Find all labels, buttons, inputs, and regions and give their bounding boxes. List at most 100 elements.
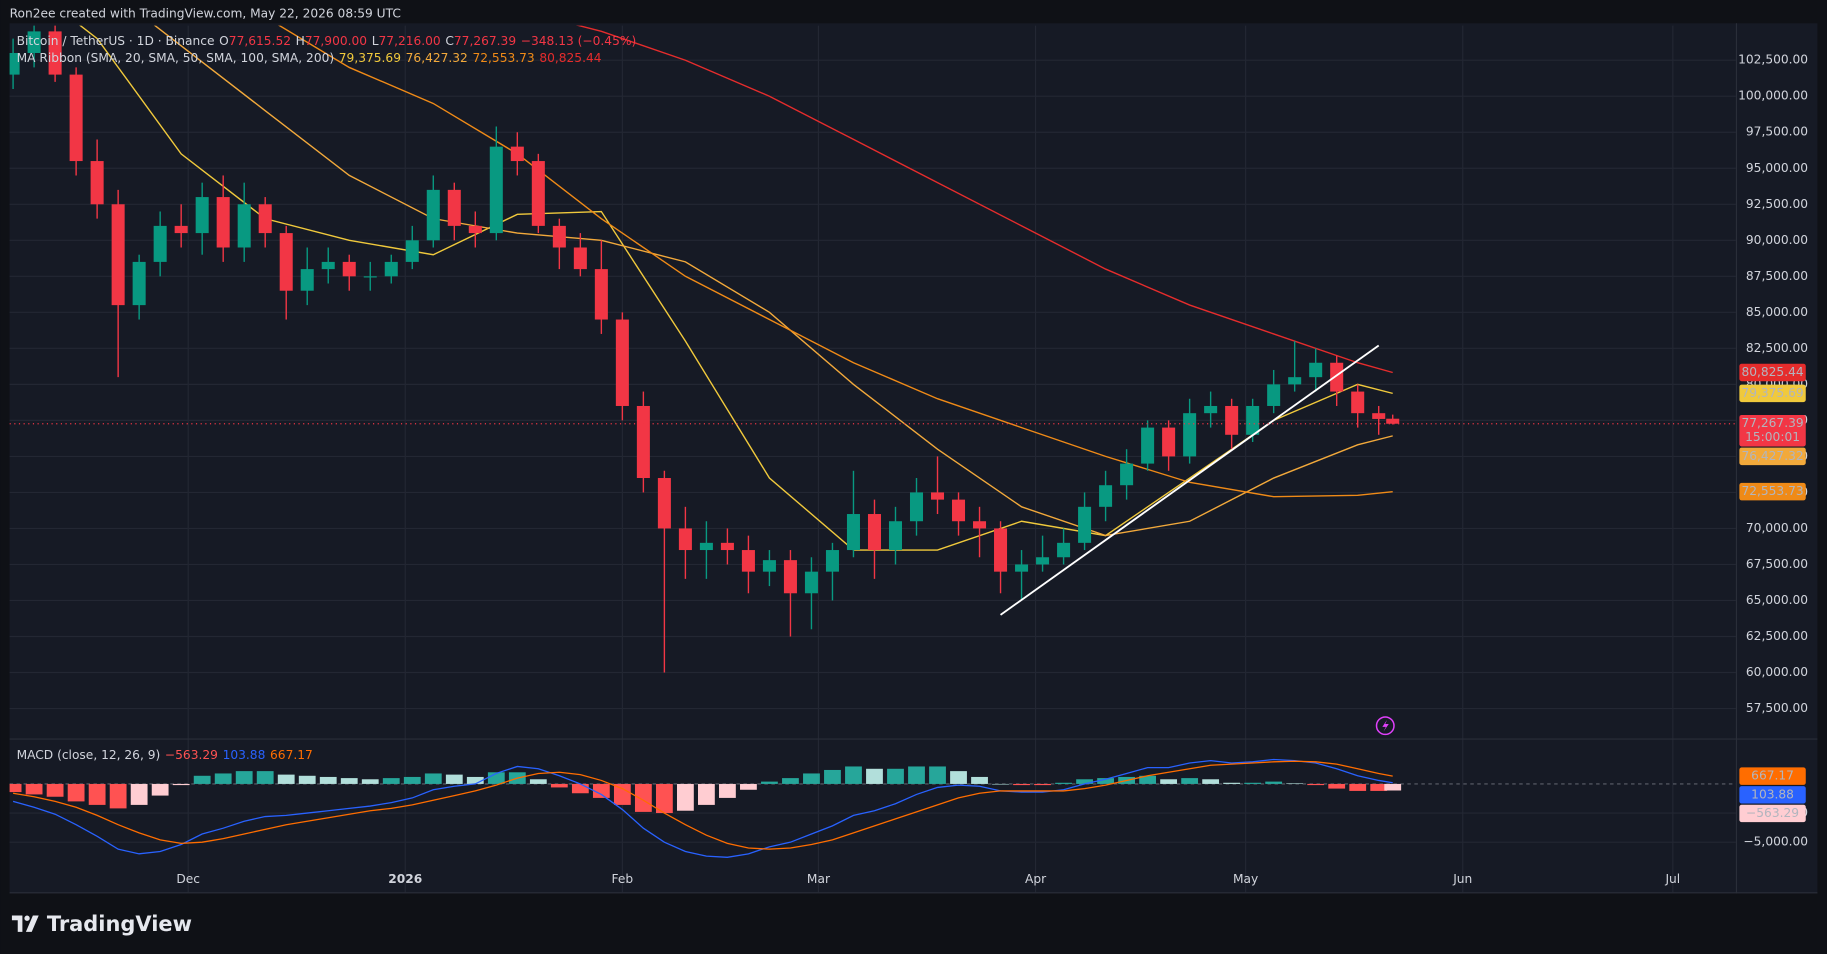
histogram-bar (1013, 783, 1030, 786)
candle-body (132, 261, 146, 306)
candle-body (594, 269, 608, 320)
ma-price-tag (1739, 384, 1806, 403)
histogram-bar (214, 773, 232, 784)
y-tick-label: 87,500.00 (1746, 269, 1808, 283)
histogram-bar (908, 766, 925, 784)
histogram-bar (403, 776, 421, 784)
histogram-bar (235, 771, 253, 784)
candle-body (783, 560, 797, 594)
candle-body (636, 405, 650, 479)
candle-body (384, 261, 398, 277)
candle-body (468, 225, 482, 234)
histogram-bar (382, 778, 400, 784)
moving-average (576, 25, 1393, 374)
candle-body (804, 571, 818, 594)
y-tick-label: 57,500.00 (1746, 701, 1808, 715)
ma-value: 79,375.69 (339, 51, 401, 65)
histogram-bar (950, 771, 967, 784)
ma-price-tag (1739, 447, 1806, 466)
logo-text: TradingView (47, 912, 192, 936)
candle-body (1078, 506, 1092, 543)
candle-body (846, 514, 860, 551)
macd-value: 103.88 (223, 747, 266, 761)
y-tick-label: 60,000.00 (1746, 665, 1808, 679)
last-price-tag-text: 15:00:01 (1745, 430, 1800, 444)
candle-body (321, 261, 335, 270)
histogram-bar (1384, 783, 1402, 791)
histogram-bar (1328, 783, 1346, 789)
macd-pane (9, 758, 1736, 858)
y-tick-label: −5,000.00 (1743, 835, 1808, 849)
histogram-bar (761, 781, 778, 784)
alert-icon[interactable] (1375, 716, 1395, 736)
x-tick-label: Jul (1664, 872, 1680, 886)
histogram-bar (256, 771, 274, 784)
candle-body (867, 514, 881, 551)
histogram-bar (592, 783, 610, 798)
histogram-bar (1034, 783, 1051, 786)
y-tick-label: 90,000.00 (1746, 233, 1808, 247)
histogram-bar (992, 783, 1009, 785)
macd-tag (1739, 786, 1806, 804)
histogram-bar (340, 778, 358, 784)
candle-body (973, 521, 987, 529)
macd-name: MACD (close, 12, 26, 9) (17, 747, 161, 761)
ma-price-tag-text: 80,825.44 (1741, 365, 1803, 379)
candle-body (531, 161, 545, 226)
y-tick-label: 82,500.00 (1746, 341, 1808, 355)
histogram-bar (298, 775, 316, 784)
candle-body (994, 528, 1008, 572)
y-tick-label: 102,500.00 (1738, 53, 1808, 67)
candle-body (615, 319, 629, 406)
histogram-bar (1286, 783, 1304, 784)
histogram-bar (1181, 778, 1199, 784)
macd-value: −563.29 (165, 747, 218, 761)
histogram-bar (9, 783, 22, 793)
ohlc-letter: C (445, 33, 454, 47)
candle-body (1386, 418, 1400, 424)
histogram-bar (634, 783, 652, 812)
candle-body (426, 189, 440, 241)
candle-body (489, 146, 503, 234)
candle-body (174, 225, 188, 234)
histogram-bar (971, 776, 988, 784)
candle-body (657, 478, 671, 529)
candle-body (1225, 405, 1239, 435)
histogram-bar (1160, 779, 1178, 784)
candle-body (1036, 557, 1050, 565)
candle-body (195, 197, 209, 234)
signal-tag (1739, 767, 1806, 785)
moving-average (278, 25, 1393, 498)
candle-body (279, 233, 293, 291)
candle-body (888, 521, 903, 551)
logo[interactable]: TradingView (11, 912, 192, 936)
x-tick-label: Apr (1025, 872, 1047, 886)
moving-average (153, 25, 1393, 537)
candle-body (300, 269, 314, 291)
last-price-tag-text: 77,267.39 (1741, 416, 1803, 430)
signal-tag-text: 667.17 (1751, 769, 1794, 783)
candle-body (363, 276, 377, 278)
symbol-legend: Bitcoin / TetherUS · 1D · Binance O77,615… (17, 33, 637, 47)
ohlc-value: 77,267.39 (454, 33, 516, 47)
candle-body (720, 542, 734, 551)
signal-line (12, 760, 1393, 850)
histogram-tag-text: −563.29 (1746, 806, 1799, 820)
histogram-bar (719, 783, 736, 798)
x-tick-label: May (1233, 872, 1258, 886)
ma-value: 72,553.73 (472, 51, 534, 65)
macd-line (12, 758, 1393, 858)
candle-body (1120, 463, 1134, 486)
candle-body (1015, 564, 1029, 572)
histogram-bar (46, 783, 64, 797)
candle-body (1288, 377, 1302, 385)
symbol: Bitcoin / TetherUS · 1D · Binance (17, 33, 215, 47)
trendline (999, 344, 1380, 616)
macd-value: 667.17 (270, 747, 313, 761)
x-tick-label: Feb (612, 872, 634, 886)
histogram-bar (1244, 782, 1262, 784)
histogram-bar (1370, 783, 1388, 791)
x-tick-label: 2026 (388, 872, 422, 886)
histogram-bar (1202, 779, 1220, 784)
